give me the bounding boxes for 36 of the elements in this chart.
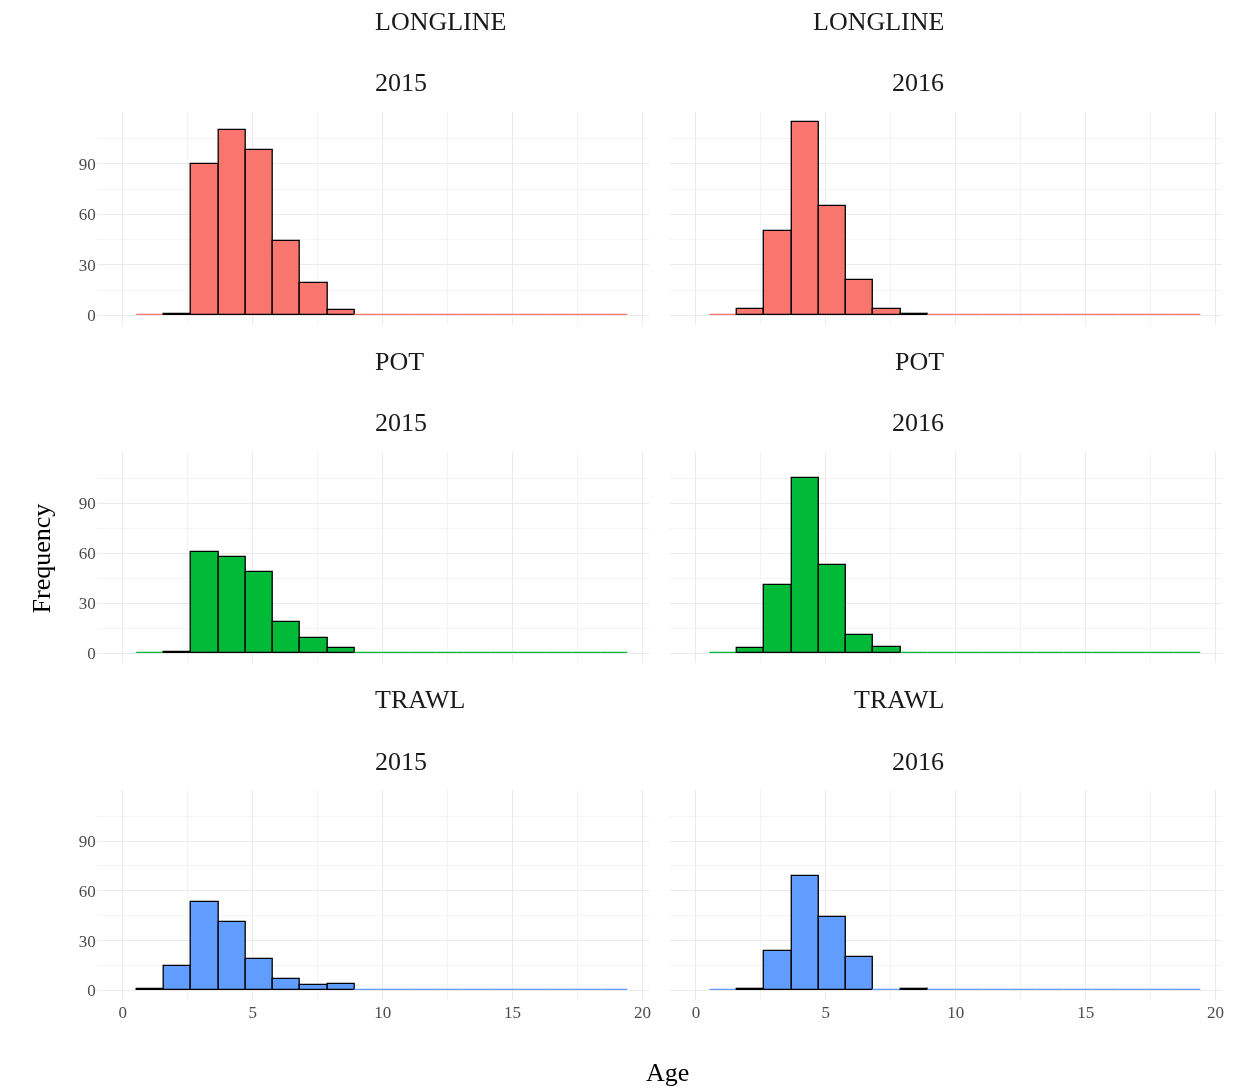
chart-subtitle: 2016 <box>892 747 944 776</box>
x-tick-label: 15 <box>504 1003 522 1022</box>
chart-subtitle: 2016 <box>892 408 944 437</box>
y-tick-label: 30 <box>78 594 96 614</box>
chart-title: POT <box>375 347 425 376</box>
chart-title: TRAWL <box>854 685 945 714</box>
y-tick-label: 90 <box>78 832 96 851</box>
chart-subtitle: 2015 <box>375 68 427 97</box>
x-axis-title: Age <box>646 1058 690 1087</box>
chart-subtitle: 2015 <box>375 408 427 437</box>
x-tick-label: 0 <box>691 1003 701 1022</box>
x-tick-label: 10 <box>374 1003 392 1022</box>
x-tick-label: 5 <box>821 1003 831 1022</box>
y-tick-label: 0 <box>87 644 96 664</box>
x-tick-label: 10 <box>947 1003 965 1022</box>
y-tick-label: 30 <box>78 931 96 951</box>
x-tick-label: 0 <box>118 1003 128 1022</box>
x-tick-label: 20 <box>1207 1003 1225 1022</box>
chart-subtitle: 2015 <box>375 747 427 776</box>
x-tick-label: 5 <box>248 1003 257 1022</box>
chart-title: LONGLINE <box>813 7 945 36</box>
y-tick-label: 90 <box>78 494 96 514</box>
chart-title: LONGLINE <box>375 7 507 36</box>
y-axis-title: Frequency <box>27 503 57 614</box>
chart-title: POT <box>895 347 945 376</box>
x-tick-label: 20 <box>633 1003 651 1022</box>
y-tick-label: 60 <box>78 205 96 225</box>
y-tick-label: 0 <box>87 981 96 1001</box>
chart-title: TRAWL <box>375 685 466 714</box>
x-tick-label: 15 <box>1077 1003 1095 1022</box>
y-tick-label: 30 <box>78 255 96 275</box>
y-tick-label: 90 <box>78 154 96 174</box>
y-tick-label: 0 <box>87 306 96 326</box>
chart-subtitle: 2016 <box>892 68 944 97</box>
y-tick-label: 60 <box>78 881 96 901</box>
y-tick-label: 60 <box>78 544 96 564</box>
